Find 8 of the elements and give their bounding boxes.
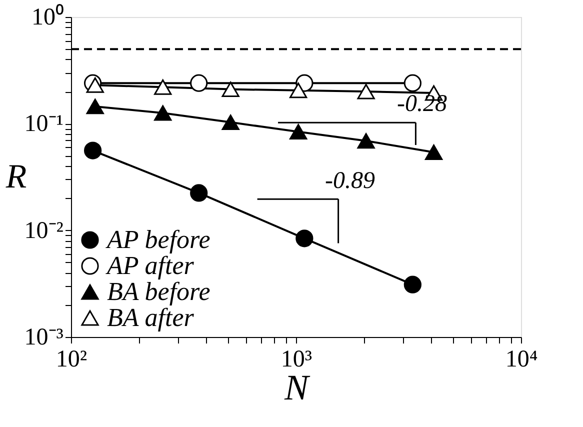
y-tick-label: 10⁰ — [32, 4, 64, 30]
x-tick-label: 10⁴ — [505, 346, 538, 372]
annotation: -0.89 — [325, 168, 375, 194]
y-tick-label: 10⁻¹ — [24, 111, 64, 138]
annotation: -0.28 — [397, 91, 447, 118]
y-axis-title: R — [4, 158, 27, 196]
y-tick-label: 10⁻² — [24, 218, 64, 244]
legend-label: AP before — [105, 225, 210, 254]
